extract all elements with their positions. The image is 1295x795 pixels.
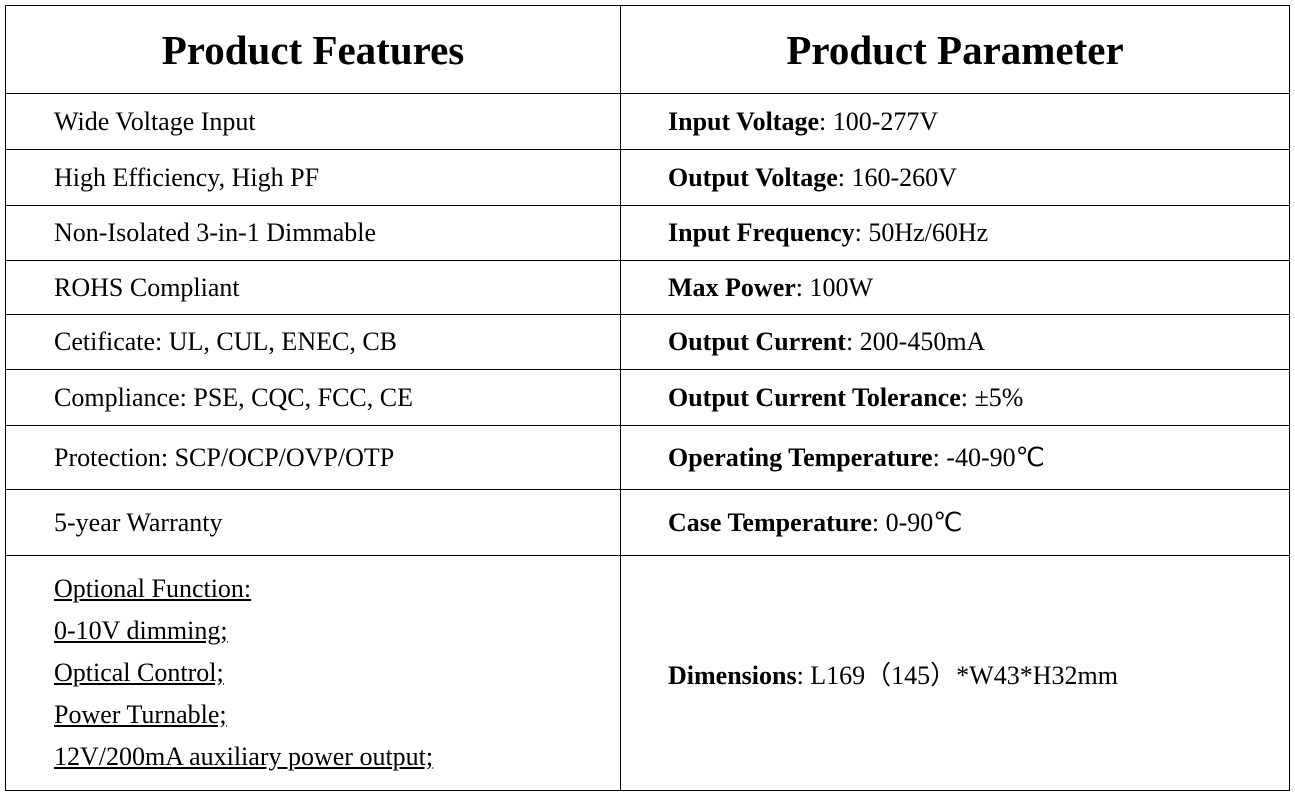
feature-cell: Non-Isolated 3-in-1 Dimmable bbox=[5, 205, 621, 261]
feature-cell: Cetificate: UL, CUL, ENEC, CB bbox=[5, 314, 621, 370]
optional-function-heading: Optional Function: bbox=[54, 574, 252, 603]
parameter-cell: Input Frequency: 50Hz/60Hz bbox=[620, 205, 1290, 261]
parameter-label: Output Voltage bbox=[668, 162, 838, 192]
table-row: Protection: SCP/OCP/OVP/OTP Operating Te… bbox=[5, 425, 1290, 490]
table-row: Wide Voltage Input Input Voltage: 100-27… bbox=[5, 93, 1290, 150]
parameter-label: Output Current Tolerance bbox=[668, 382, 961, 412]
feature-cell: 5-year Warranty bbox=[5, 489, 621, 556]
feature-cell: Wide Voltage Input bbox=[5, 93, 621, 150]
parameter-cell: Input Voltage: 100-277V bbox=[620, 93, 1290, 150]
feature-cell: Compliance: PSE, CQC, FCC, CE bbox=[5, 369, 621, 426]
table-row: Cetificate: UL, CUL, ENEC, CB Output Cur… bbox=[5, 314, 1290, 370]
parameter-value: : 100-277V bbox=[819, 106, 939, 136]
product-spec-table: Product Features Product Parameter Wide … bbox=[5, 5, 1290, 791]
parameter-label: Operating Temperature bbox=[668, 442, 933, 472]
optional-function-item: Power Turnable; bbox=[54, 700, 227, 729]
parameter-cell: Max Power: 100W bbox=[620, 260, 1290, 315]
parameter-cell: Dimensions: L169（145）*W43*H32mm bbox=[620, 555, 1290, 791]
parameter-cell: Case Temperature: 0-90℃ bbox=[620, 489, 1290, 556]
parameter-value: : 100W bbox=[795, 272, 874, 302]
table-row: Optional Function: 0-10V dimming; Optica… bbox=[5, 555, 1290, 791]
parameter-value: : 50Hz/60Hz bbox=[854, 218, 989, 247]
optional-function-item: 0-10V dimming; bbox=[54, 616, 228, 645]
optional-function-item: Optical Control; bbox=[54, 658, 224, 687]
parameter-label: Output Current bbox=[668, 327, 846, 356]
parameter-label: Input Voltage bbox=[668, 106, 819, 136]
optional-function-item: 12V/200mA auxiliary power output; bbox=[54, 742, 434, 771]
parameter-value: : 160-260V bbox=[837, 162, 957, 192]
parameters-heading: Product Parameter bbox=[620, 5, 1290, 94]
parameter-cell: Output Current Tolerance: ±5% bbox=[620, 369, 1290, 426]
parameter-label: Case Temperature bbox=[668, 507, 872, 537]
parameter-value: : 200-450mA bbox=[845, 327, 986, 356]
table-row: High Efficiency, High PF Output Voltage:… bbox=[5, 149, 1290, 206]
parameter-cell: Operating Temperature: -40-90℃ bbox=[620, 425, 1290, 490]
parameter-label: Input Frequency bbox=[668, 218, 855, 247]
parameter-value: : -40-90℃ bbox=[932, 442, 1045, 472]
parameter-value: : ±5% bbox=[960, 382, 1024, 412]
table-row: ROHS Compliant Max Power: 100W bbox=[5, 260, 1290, 315]
table-row: Non-Isolated 3-in-1 Dimmable Input Frequ… bbox=[5, 205, 1290, 261]
parameter-value: : L169（145）*W43*H32mm bbox=[796, 660, 1118, 690]
parameter-label: Max Power bbox=[668, 272, 796, 302]
table-row: 5-year Warranty Case Temperature: 0-90℃ bbox=[5, 489, 1290, 556]
parameter-value: : 0-90℃ bbox=[871, 507, 963, 537]
feature-cell: Protection: SCP/OCP/OVP/OTP bbox=[5, 425, 621, 490]
parameter-cell: Output Current: 200-450mA bbox=[620, 314, 1290, 370]
header-row: Product Features Product Parameter bbox=[5, 5, 1290, 94]
features-heading: Product Features bbox=[5, 5, 621, 94]
feature-cell: High Efficiency, High PF bbox=[5, 149, 621, 206]
feature-cell: ROHS Compliant bbox=[5, 260, 621, 315]
optional-functions-cell: Optional Function: 0-10V dimming; Optica… bbox=[5, 555, 621, 791]
parameter-label: Dimensions bbox=[668, 660, 797, 690]
parameter-cell: Output Voltage: 160-260V bbox=[620, 149, 1290, 206]
table-row: Compliance: PSE, CQC, FCC, CE Output Cur… bbox=[5, 369, 1290, 426]
